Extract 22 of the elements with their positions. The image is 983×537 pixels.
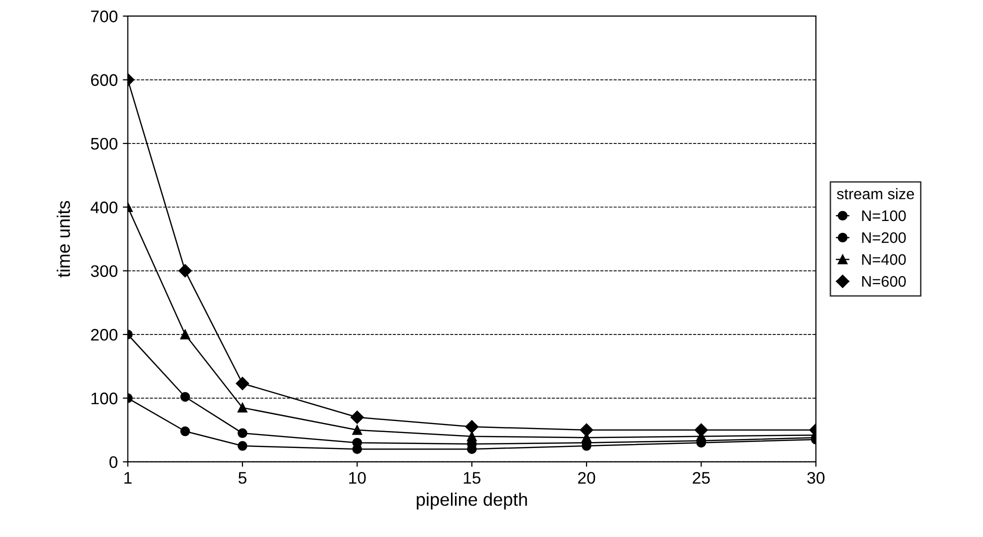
- y-tick-label: 600: [91, 74, 118, 86]
- y-tick-label: 200: [91, 328, 118, 341]
- x-tick-label: 1: [124, 472, 132, 484]
- legend-label: N=400: [862, 254, 906, 265]
- y-tick-label: 400: [90, 202, 118, 214]
- legend-label: N=100: [862, 210, 906, 222]
- y-tick-label: 100: [92, 392, 118, 404]
- legend-title: stream size: [836, 188, 914, 200]
- legend-label: N=200: [862, 232, 906, 244]
- y-tick-label: 0: [109, 456, 118, 468]
- x-tick-label: 10: [349, 472, 366, 484]
- x-tick-label: 25: [692, 472, 710, 484]
- x-axis-title: pipeline depth: [416, 492, 527, 510]
- legend-label: N=600: [862, 276, 906, 287]
- y-tick-label: 700: [91, 10, 118, 22]
- x-tick-label: 30: [807, 472, 825, 484]
- x-tick-label: 5: [238, 472, 246, 484]
- x-tick-label: 15: [464, 472, 480, 484]
- y-tick-label: 300: [90, 265, 118, 278]
- x-tick-label: 20: [578, 472, 596, 484]
- y-axis-title: time units: [56, 200, 70, 278]
- y-tick-label: 500: [90, 138, 118, 150]
